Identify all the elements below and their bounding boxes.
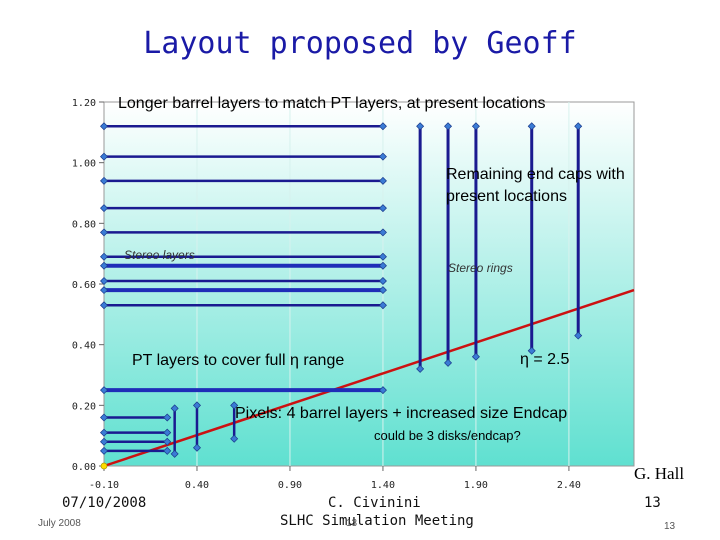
overlay-page: 13	[346, 518, 358, 529]
pixel-disk-2-marker-bottom	[192, 443, 201, 452]
barrel-layer-7-marker-start	[100, 276, 108, 285]
plot-area	[103, 101, 635, 467]
pt-layer-1-marker-start	[100, 261, 108, 270]
y-tick-label: 0.20	[72, 401, 96, 412]
annotation-eta: η = 2.5	[520, 351, 570, 368]
endcap-4-marker-bottom	[527, 346, 536, 355]
endcap-3-marker-bottom	[471, 352, 480, 361]
pixel-barrel-2-marker-start	[100, 428, 108, 437]
footer-date: 07/10/2008	[62, 495, 147, 511]
pixel-barrel-3-marker-start	[100, 437, 108, 446]
barrel-layer-8-marker-start	[100, 301, 108, 310]
pixel-disk-2-marker-top	[192, 401, 201, 410]
barrel-layer-3-marker-start	[100, 176, 108, 185]
x-tick-label: -0.10	[89, 480, 119, 491]
endcap-1-marker-top	[416, 122, 425, 131]
pixel-barrel-3-marker-end	[163, 437, 172, 446]
overlay-number: 13	[664, 521, 676, 532]
slide-title: Layout proposed by Geoff	[143, 26, 577, 61]
pt-layer-3-marker-start	[100, 386, 108, 395]
x-tick-label: 2.40	[557, 480, 581, 491]
pixel-barrel-1-marker-end	[163, 413, 172, 422]
pixel-disk-1-marker-bottom	[170, 449, 179, 458]
author: G. Hall	[634, 464, 685, 483]
x-tick-label: 0.40	[185, 480, 209, 491]
x-tick-label: 0.90	[278, 480, 302, 491]
y-tick-label: 1.00	[72, 159, 96, 170]
x-tick-label: 1.90	[464, 480, 488, 491]
endcap-5-marker-top	[574, 122, 583, 131]
barrel-layer-5-marker-start	[100, 228, 108, 237]
annotation-disks: could be 3 disks/endcap?	[374, 428, 521, 443]
annotation-stereo-rings: Stereo rings	[448, 261, 513, 275]
barrel-layer-1-marker-end	[378, 122, 387, 131]
annotation-pt-layers: PT layers to cover full η range	[132, 352, 345, 369]
pixel-barrel-1-marker-start	[100, 413, 108, 422]
pixel-barrel-2-marker-end	[163, 428, 172, 437]
footer-slide-number: 13	[644, 495, 661, 511]
pt-layer-2-marker-start	[100, 286, 108, 295]
endcap-2-marker-top	[444, 122, 453, 131]
pixel-disk-3-marker-bottom	[230, 434, 239, 443]
annotation-stereo-layers: Stereo layers	[124, 248, 195, 262]
pixel-disk-1-marker-top	[170, 404, 179, 413]
y-tick-label: 0.00	[72, 462, 96, 473]
pt-layer-1-marker-end	[378, 261, 387, 270]
barrel-layer-2-marker-end	[378, 152, 387, 161]
barrel-layer-6-marker-end	[378, 252, 387, 261]
barrel-layer-1-marker-start	[100, 122, 108, 131]
barrel-layer-2-marker-start	[100, 152, 108, 161]
marks-layer	[100, 122, 635, 470]
pixel-disk-3-marker-top	[230, 401, 239, 410]
axis-layer: -0.10 0.40 0.90 1.40 1.90 2.40 0.00 0.20 0.40 0.6…	[72, 98, 581, 491]
barrel-layer-6-marker-start	[100, 252, 108, 261]
origin-marker	[100, 462, 108, 470]
eta-line	[103, 288, 635, 468]
barrel-layer-5-marker-end	[378, 228, 387, 237]
endcap-3-marker-top	[471, 122, 480, 131]
footer-presenter: C. Civinini	[328, 495, 421, 511]
annotation-remaining-endcaps-2: present locations	[446, 188, 567, 205]
endcap-2-marker-bottom	[444, 358, 453, 367]
overlay-date: July 2008	[38, 518, 81, 529]
pt-layer-3-marker-end	[378, 386, 387, 395]
footer-meeting: SLHC Simulation Meeting	[280, 513, 474, 529]
pt-layer-2-marker-end	[378, 286, 387, 295]
barrel-layer-8-marker-end	[378, 301, 387, 310]
barrel-layer-4-marker-start	[100, 204, 108, 213]
y-tick-label: 0.40	[72, 341, 96, 352]
y-tick-label: 0.80	[72, 219, 96, 230]
y-tick-label: 0.60	[72, 280, 96, 291]
pixel-barrel-4-marker-start	[100, 446, 108, 455]
x-tick-label: 1.40	[371, 480, 395, 491]
annotation-longer-barrel: Longer barrel layers to match PT layers,…	[118, 95, 546, 112]
barrel-layer-4-marker-end	[378, 204, 387, 213]
annotation-pixels: Pixels: 4 barrel layers + increased size…	[235, 405, 568, 422]
annotation-remaining-endcaps-1: Remaining end caps with	[446, 166, 625, 183]
pixel-barrel-4-marker-end	[163, 446, 172, 455]
barrel-layer-3-marker-end	[378, 176, 387, 185]
endcap-5-marker-bottom	[574, 331, 583, 340]
endcap-1-marker-bottom	[416, 364, 425, 373]
barrel-layer-7-marker-end	[378, 276, 387, 285]
y-tick-label: 1.20	[72, 98, 96, 109]
endcap-4-marker-top	[527, 122, 536, 131]
